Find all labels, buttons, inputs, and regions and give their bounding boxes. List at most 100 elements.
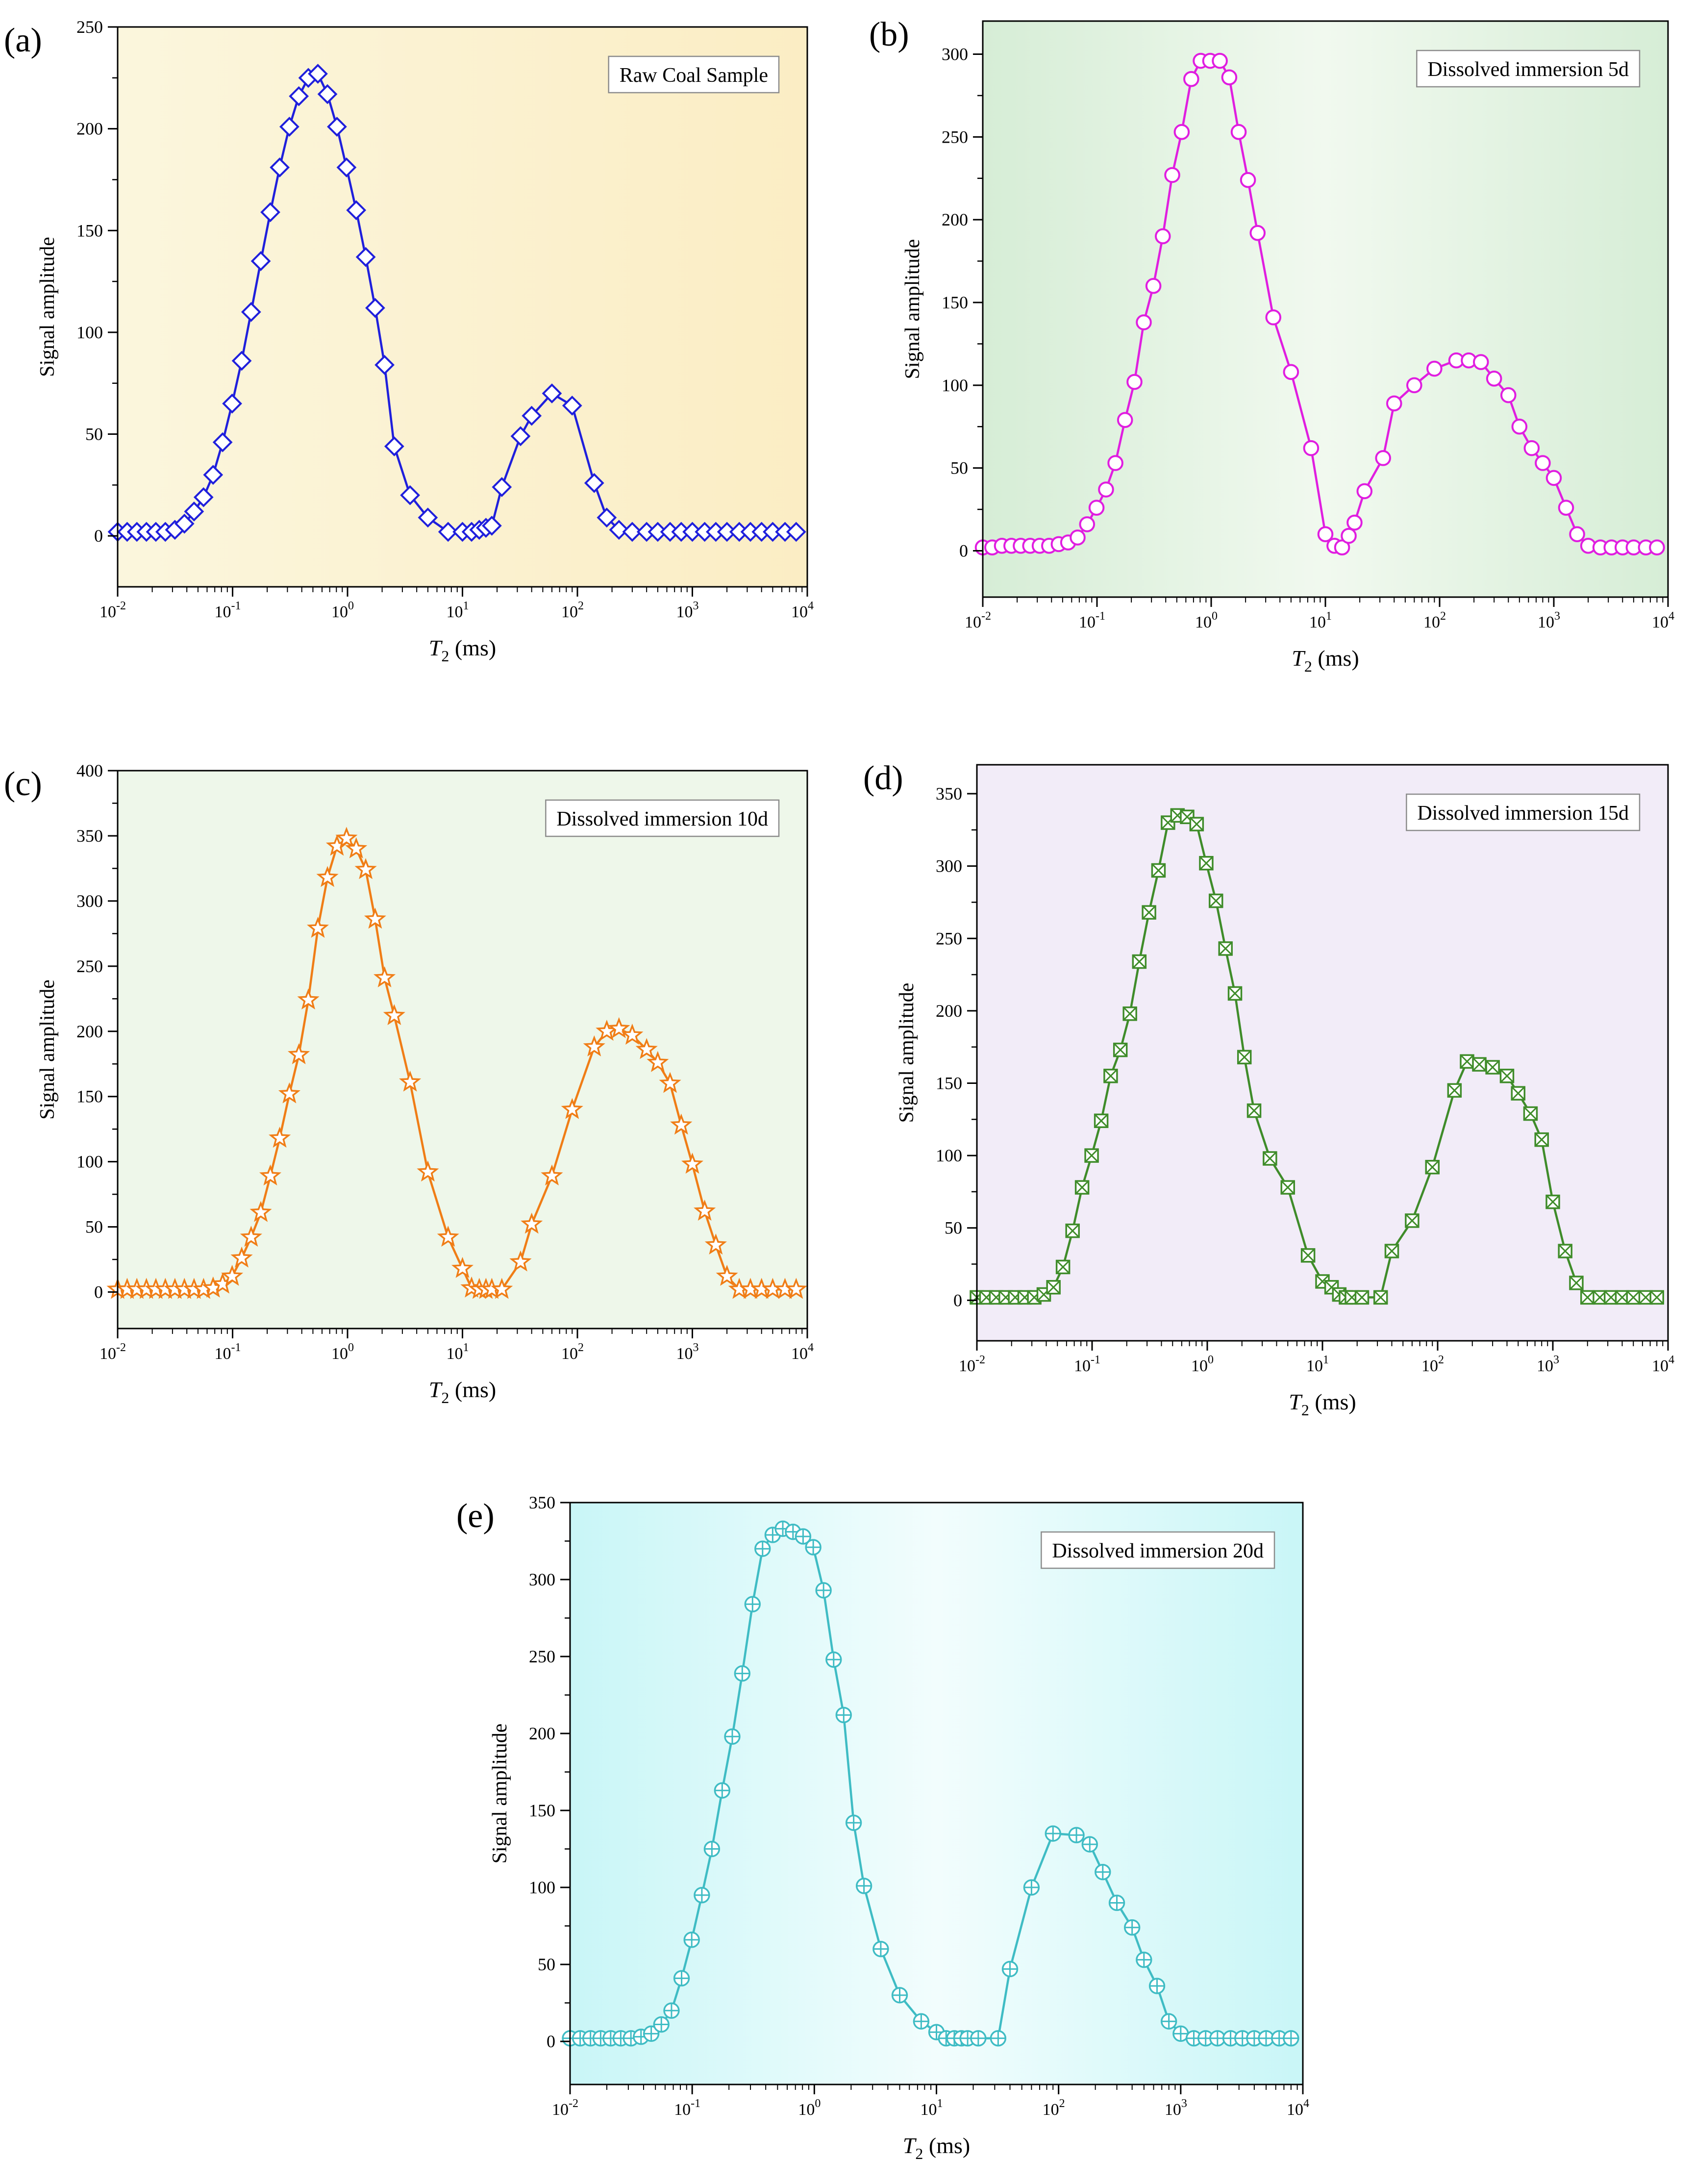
x-tick-label: 103 xyxy=(676,600,699,621)
data-point xyxy=(346,200,367,221)
data-point xyxy=(1354,1290,1370,1305)
plot-background xyxy=(118,27,807,587)
x-tick-label: 103 xyxy=(1537,1354,1559,1375)
x-tick-label: 10-2 xyxy=(959,1354,985,1375)
data-point xyxy=(418,507,438,528)
data-point xyxy=(1580,1290,1595,1305)
data-point xyxy=(249,1201,272,1222)
data-point xyxy=(1068,1827,1085,1843)
y-tick-label: 0 xyxy=(94,526,103,546)
data-point xyxy=(364,907,386,929)
data-point xyxy=(384,436,404,456)
y-tick-label: 350 xyxy=(529,1493,555,1512)
plot-background xyxy=(977,765,1668,1341)
y-tick-label: 200 xyxy=(936,1001,962,1021)
data-point xyxy=(297,988,320,1010)
data-point xyxy=(193,487,214,507)
x-tick-label: 100 xyxy=(798,2097,821,2119)
data-point xyxy=(522,405,542,426)
legend-label: Dissolved immersion 15d xyxy=(1417,802,1629,825)
data-point xyxy=(1356,483,1373,500)
data-point xyxy=(230,1246,253,1268)
data-point xyxy=(1240,172,1256,188)
data-point xyxy=(872,1940,889,1958)
data-point xyxy=(221,1264,244,1286)
legend-box xyxy=(1041,1531,1275,1569)
data-point xyxy=(374,354,395,375)
data-point xyxy=(1084,1148,1099,1163)
data-point xyxy=(724,1728,741,1745)
data-point xyxy=(1065,1223,1080,1238)
y-tick-label: 100 xyxy=(942,376,968,395)
data-point xyxy=(1199,856,1214,871)
plot-background xyxy=(118,771,807,1329)
y-tick-label: 150 xyxy=(936,1073,962,1093)
x-tick-label: 10-2 xyxy=(100,1341,126,1363)
data-point xyxy=(704,1233,727,1255)
data-point xyxy=(355,247,376,267)
data-point xyxy=(1460,1054,1474,1069)
data-point xyxy=(609,520,629,540)
y-tick-label: 150 xyxy=(76,1087,103,1106)
panel-e: (e) Dissolved immersion 20d Signal ampli… xyxy=(456,1493,1309,2162)
data-point xyxy=(1534,1132,1549,1147)
data-point xyxy=(562,396,582,416)
data-point xyxy=(1222,2030,1239,2047)
y-tick-label: 150 xyxy=(76,221,103,240)
data-point xyxy=(492,477,512,497)
data-point xyxy=(1126,374,1143,390)
y-tick-label: 200 xyxy=(76,119,103,139)
data-point xyxy=(970,2030,987,2047)
panel-label: (e) xyxy=(456,1497,495,1535)
x-tick-label: 100 xyxy=(1195,610,1218,631)
x-tick-label: 103 xyxy=(1538,610,1560,631)
data-point xyxy=(1649,539,1665,556)
data-point xyxy=(621,1024,644,1045)
data-point xyxy=(316,866,339,887)
data-point xyxy=(541,1164,563,1186)
data-point xyxy=(1209,893,1223,908)
data-point xyxy=(703,1840,721,1858)
panel-label: (a) xyxy=(4,22,42,59)
x-tick-label: 10-2 xyxy=(965,610,991,631)
data-point xyxy=(240,1226,262,1247)
data-point xyxy=(1189,817,1204,831)
data-point xyxy=(1151,863,1166,878)
data-point xyxy=(561,1098,583,1119)
data-point xyxy=(1263,1151,1277,1166)
data-point xyxy=(795,1528,812,1545)
x-tick-label: 100 xyxy=(1191,1354,1214,1375)
data-point xyxy=(279,117,299,137)
y-tick-label: 300 xyxy=(942,45,968,64)
x-tick-label: 102 xyxy=(1423,610,1446,631)
data-point xyxy=(521,1212,543,1234)
x-tick-label: 10-1 xyxy=(215,600,241,621)
x-tick-label: 100 xyxy=(331,1341,354,1363)
x-tick-label: 101 xyxy=(1306,1354,1329,1375)
x-tick-label: 10-1 xyxy=(215,1341,241,1363)
data-point xyxy=(184,501,204,522)
data-point xyxy=(681,1153,704,1174)
data-point xyxy=(1046,1280,1061,1295)
data-point xyxy=(270,157,290,177)
y-tick-label: 250 xyxy=(76,956,103,976)
legend-label: Dissolved immersion 20d xyxy=(1052,1540,1264,1562)
data-point xyxy=(335,827,358,848)
y-tick-label: 350 xyxy=(76,826,103,846)
data-point xyxy=(1334,539,1350,556)
data-point xyxy=(345,837,368,858)
data-point xyxy=(250,251,271,271)
data-point xyxy=(354,858,377,879)
y-tick-label: 350 xyxy=(936,784,962,803)
y-tick-label: 300 xyxy=(529,1570,555,1589)
y-tick-label: 250 xyxy=(76,17,103,37)
y-tick-label: 300 xyxy=(76,891,103,911)
y-tick-label: 150 xyxy=(942,293,968,312)
data-point xyxy=(1136,314,1152,330)
data-point xyxy=(259,1164,282,1186)
data-point xyxy=(437,1226,459,1247)
data-point xyxy=(891,1987,908,2004)
data-point xyxy=(336,157,357,177)
data-point xyxy=(1237,1050,1252,1065)
data-point xyxy=(327,117,347,137)
